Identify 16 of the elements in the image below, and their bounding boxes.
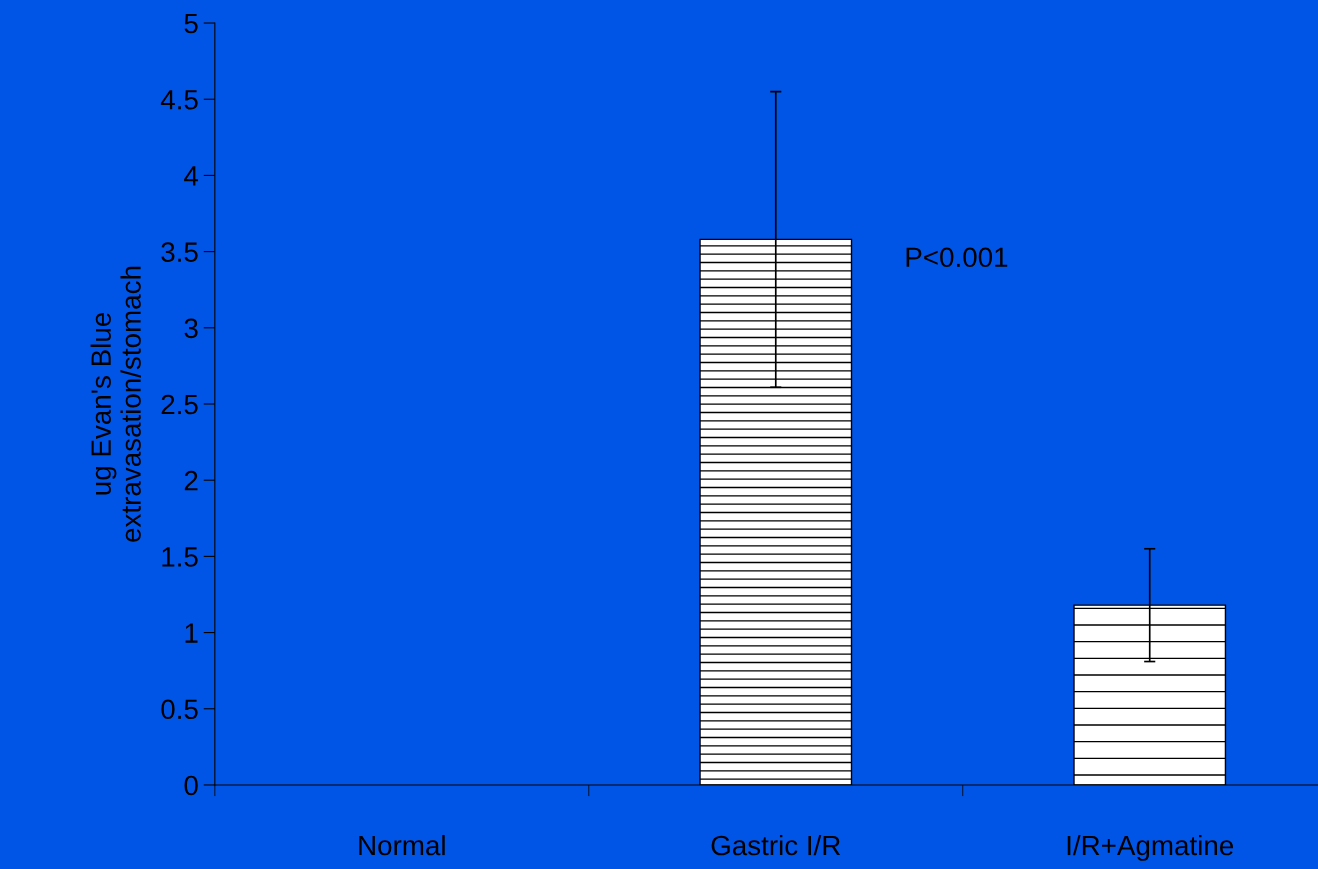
y-tick-label: 4 <box>184 166 199 186</box>
x-tick-label: I/R+Agmatine <box>1067 834 1234 861</box>
x-tick-label: Normal <box>359 834 445 856</box>
y-tick-label: 0 <box>184 775 198 796</box>
y-tick-label: 3.5 <box>161 242 198 262</box>
x-tick-label: Gastric I/R <box>711 834 841 856</box>
y-axis-title: ug Evan's Blue extravasation/stomach <box>90 266 141 542</box>
y-tick-label: 2 <box>184 470 198 491</box>
y-tick-label: 4.5 <box>160 90 198 110</box>
annotation: P<0.001 <box>906 247 1008 268</box>
y-tick-label: 1 <box>185 623 198 643</box>
y-tick-label: 3 <box>184 318 198 339</box>
y-tick-label: 5 <box>184 13 198 34</box>
y-tick-label: 0.5 <box>161 699 198 720</box>
y-tick-label: 1.5 <box>162 547 198 567</box>
y-tick-label: 2.5 <box>161 394 198 415</box>
